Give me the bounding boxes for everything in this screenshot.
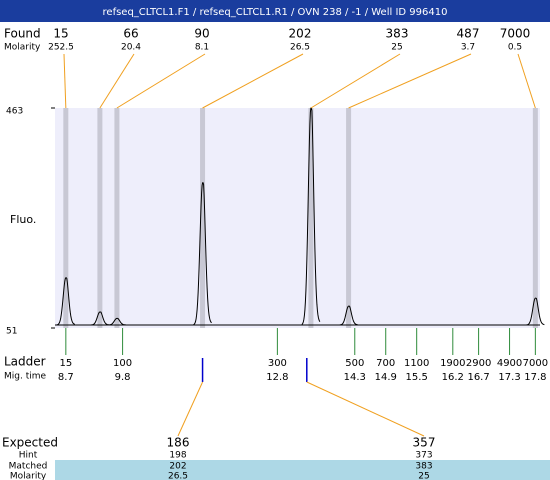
ladder-mig-time: 17.3 <box>498 372 520 383</box>
ladder-mig-time: 17.8 <box>524 372 546 383</box>
peak-band <box>114 108 120 328</box>
expected-value: 357 <box>413 436 436 450</box>
expected-value: 373 <box>415 451 432 461</box>
found-size: 7000 <box>500 27 531 41</box>
y-tick-label: 463 <box>6 107 23 117</box>
found-connector <box>202 53 304 109</box>
y-axis-label: Fluo. <box>10 213 36 226</box>
row-label: Expected <box>2 436 58 450</box>
peak <box>107 317 126 326</box>
found-molarity: 20.4 <box>121 43 141 53</box>
found-connector <box>116 53 206 109</box>
expected-value: 25 <box>418 472 429 480</box>
ladder-mig-time: 16.7 <box>467 372 489 383</box>
matched-band <box>55 460 550 480</box>
found-connector <box>517 53 536 109</box>
found-molarity: 8.1 <box>195 43 209 53</box>
ladder-size: 15 <box>59 358 72 369</box>
found-label: Found <box>4 27 41 41</box>
found-connector <box>99 53 135 109</box>
peak-band <box>63 108 69 328</box>
ladder-size: 7000 <box>523 358 548 369</box>
ladder-size: 1900 <box>440 358 465 369</box>
ladder-mig-time: 14.3 <box>344 372 366 383</box>
title: refseq_CLTCL1.F1 / refseq_CLTCL1.R1 / OV… <box>103 7 448 18</box>
peak <box>526 297 545 326</box>
found-size: 15 <box>53 27 68 41</box>
mig-time-label: Mig. time <box>4 372 46 382</box>
expected-connector <box>306 381 425 437</box>
ladder-mig-time: 12.8 <box>266 372 288 383</box>
expected-value: 198 <box>169 451 186 461</box>
peak-band <box>532 108 538 328</box>
y-tick-label: 51 <box>6 327 17 337</box>
ladder-size: 1100 <box>404 358 429 369</box>
found-size: 383 <box>386 27 409 41</box>
molarity-label: Molarity <box>4 43 41 53</box>
row-label: Hint <box>19 451 38 461</box>
peak <box>193 182 212 326</box>
ladder-size: 2900 <box>466 358 491 369</box>
peak <box>56 277 75 326</box>
ladder-mig-time: 14.9 <box>375 372 397 383</box>
peak-band <box>97 108 103 328</box>
ladder-mig-time: 16.2 <box>442 372 464 383</box>
ladder-size: 100 <box>113 358 132 369</box>
row-label: Matched <box>9 462 48 472</box>
ladder-size: 500 <box>345 358 364 369</box>
peak <box>301 107 321 325</box>
found-size: 202 <box>289 27 312 41</box>
row-label: Molarity <box>10 472 47 480</box>
found-size: 90 <box>194 27 209 41</box>
found-molarity: 26.5 <box>290 43 310 53</box>
ladder-size: 700 <box>376 358 395 369</box>
ladder-mig-time: 8.7 <box>58 372 74 383</box>
found-connector <box>63 53 67 109</box>
peak-band <box>346 108 352 328</box>
found-size: 487 <box>457 27 480 41</box>
ladder-label: Ladder <box>4 355 46 369</box>
found-connector <box>348 53 472 109</box>
title-bar <box>0 0 550 22</box>
peak-band <box>200 108 206 328</box>
expected-connector <box>177 381 204 437</box>
expected-value: 383 <box>415 462 432 472</box>
found-molarity: 25 <box>391 43 402 53</box>
expected-value: 202 <box>169 462 186 472</box>
plot-area <box>55 108 540 328</box>
found-molarity: 0.5 <box>508 43 522 53</box>
ladder-size: 4900 <box>497 358 522 369</box>
ladder-mig-time: 15.5 <box>406 372 428 383</box>
ladder-size: 300 <box>268 358 287 369</box>
expected-value: 26.5 <box>168 472 188 480</box>
found-connector <box>310 53 401 109</box>
expected-value: 186 <box>167 436 190 450</box>
peak <box>339 305 358 326</box>
found-molarity: 3.7 <box>461 43 475 53</box>
found-size: 66 <box>123 27 138 41</box>
peak <box>90 311 109 326</box>
ladder-mig-time: 9.8 <box>115 372 131 383</box>
found-molarity: 252.5 <box>48 43 74 53</box>
peak-band <box>308 108 314 328</box>
